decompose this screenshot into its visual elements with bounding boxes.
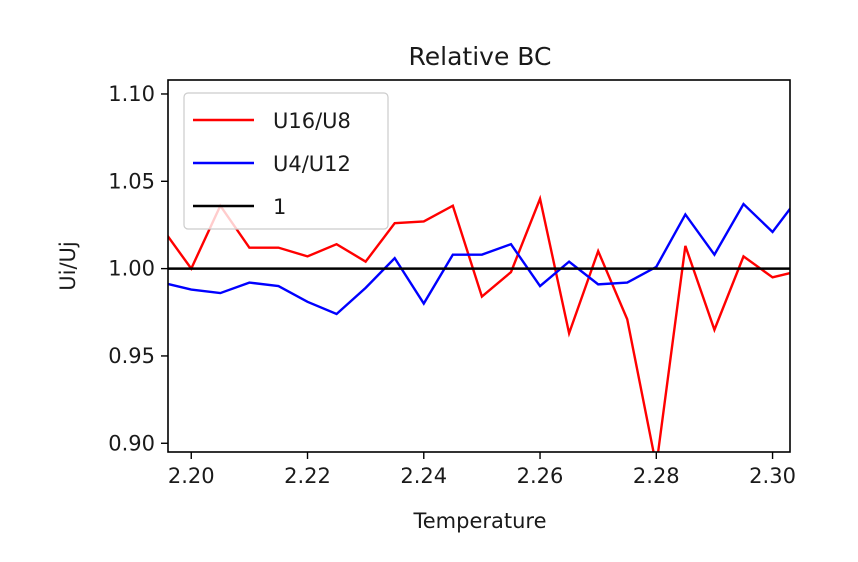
series-layer [168,194,790,452]
legend-label-0: U16/U8 [273,109,351,133]
series-line-0 [168,194,790,452]
y-axis-label: Ui/Uj [56,241,80,291]
y-tick-label: 1.05 [108,169,155,193]
x-axis: 2.20 2.22 2.24 2.26 2.28 2.30 [168,452,796,488]
y-tick-label: 0.90 [108,431,155,455]
legend-label-1: U4/U12 [273,152,351,176]
y-axis: 0.90 0.95 1.00 1.05 1.10 [108,82,168,455]
legend-label-2: 1 [273,195,286,219]
x-tick-label: 2.30 [749,464,796,488]
x-tick-label: 2.24 [400,464,447,488]
x-tick-label: 2.22 [284,464,331,488]
x-tick-label: 2.28 [633,464,680,488]
chart-title: Relative BC [409,42,552,71]
legend-box [183,92,389,230]
y-tick-label: 0.95 [108,344,155,368]
x-tick-label: 2.26 [517,464,564,488]
x-axis-label: Temperature [412,509,546,533]
y-tick-label: 1.00 [108,257,155,281]
y-tick-label: 1.10 [108,82,155,106]
x-tick-label: 2.20 [168,464,215,488]
legend: U16/U8 U4/U12 1 [183,92,389,230]
plot-frame [167,79,791,453]
series-line-1 [168,202,790,316]
